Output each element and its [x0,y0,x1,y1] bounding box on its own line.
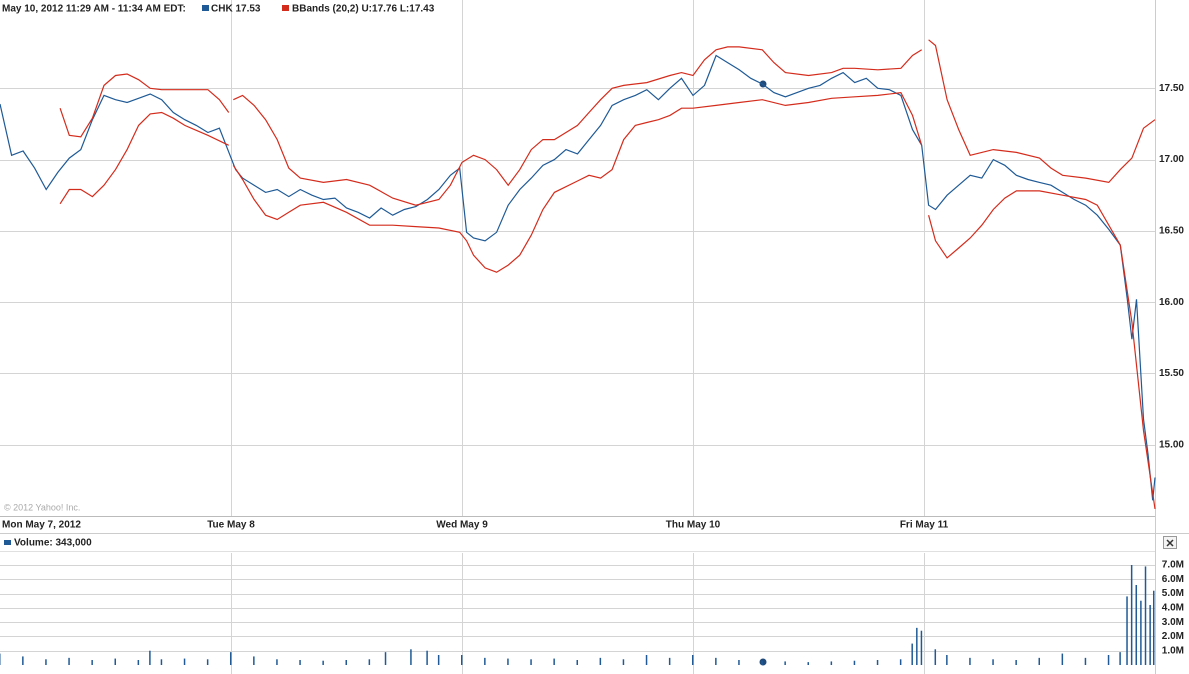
volume-bar [437,655,440,665]
y-tick-label: 15.00 [1159,439,1184,450]
volume-bar [992,659,994,665]
volume-bar [410,649,412,665]
volume-bar [368,659,371,665]
volume-bar [876,660,879,665]
y-tick-label: 3.0M [1162,617,1184,628]
volume-bar [784,661,786,665]
y-tick-label: 1.0M [1162,645,1184,656]
close-button[interactable] [1163,536,1177,549]
y-tick-label: 7.0M [1162,560,1184,571]
volume-bar [1130,565,1133,665]
volume-bar [114,658,116,665]
x-tick-label: Wed May 9 [436,520,488,531]
volume-bar [738,660,740,665]
volume-bar [934,649,937,665]
volume-bar [1126,596,1128,665]
volume-bar [946,655,948,665]
price-line [59,39,1156,206]
volume-bar [137,660,140,665]
volume-bar [1153,590,1155,665]
volume-bar [911,643,913,665]
volume-bar [645,655,648,665]
volume-bar [969,657,971,665]
volume-bar [276,659,278,665]
volume-bar [1084,657,1087,665]
volume-bar [599,657,602,665]
volume-bar [484,657,486,665]
volume-bar [1038,657,1040,665]
volume-bar [761,660,763,665]
volume-bar [91,660,93,665]
volume-bar [1135,585,1138,665]
volume-bar [1140,600,1142,665]
price-line [0,54,1156,501]
volume-bar [206,659,209,665]
volume-bar [426,650,428,665]
x-tick-label: Fri May 11 [900,520,949,531]
volume-bar [916,627,918,665]
volume-bar [183,658,186,665]
legend-swatch [202,5,209,11]
volume-bar [1144,566,1147,665]
volume-bar [853,660,856,665]
volume-bar [1119,652,1121,665]
volume-bar [230,652,232,665]
volume-bar [715,657,717,665]
y-tick-label: 5.0M [1162,588,1184,599]
volume-bar [299,660,301,665]
volume-bar [530,659,532,665]
legend-label: CHK 17.53 [211,4,261,15]
x-tick-label: Thu May 10 [666,520,721,531]
volume-bar [668,657,671,665]
volume-bar [830,661,833,665]
y-tick-label: 17.50 [1159,83,1184,94]
volume-bar [45,659,47,665]
volume-bar [384,652,387,665]
legend-swatch [282,5,289,11]
volume-bar [1061,653,1064,665]
legend-label: BBands (20,2) U:17.76 L:17.43 [292,4,435,15]
volume-bar [160,659,163,665]
y-tick-label: 2.0M [1162,631,1184,642]
chart-title: May 10, 2012 11:29 AM - 11:34 AM EDT: [2,4,186,15]
volume-bar [253,656,255,665]
y-tick-label: 17.00 [1159,154,1184,165]
x-tick-label: Tue May 8 [207,520,255,531]
y-tick-label: 4.0M [1162,602,1184,613]
y-tick-label: 16.50 [1159,225,1184,236]
volume-bar [1015,660,1017,665]
volume-bar [322,660,324,665]
volume-bar [68,657,70,665]
volume-bar [576,660,578,665]
volume-bar [149,650,151,665]
volume-bar [807,662,809,665]
volume-bar [22,656,24,665]
volume-bar [692,655,694,665]
cursor-marker [759,658,767,666]
volume-bar [920,630,923,665]
y-tick-label: 6.0M [1162,574,1184,585]
volume-bar [345,660,347,665]
legend-label: Volume: 343,000 [14,538,92,549]
volume-bar [1107,655,1110,665]
volume-bar [899,659,902,665]
y-tick-label: 15.50 [1159,368,1184,379]
volume-bar [1149,605,1151,665]
x-tick-label: Mon May 7, 2012 [2,520,81,531]
legend-swatch [4,540,11,545]
price-line [59,91,1156,509]
volume-bar [0,653,1,665]
y-tick-label: 16.00 [1159,297,1184,308]
volume-bar [461,655,463,665]
volume-bar [622,659,625,665]
volume-bar [553,658,555,665]
volume-bar [507,658,509,665]
copyright: © 2012 Yahoo! Inc. [4,502,80,512]
